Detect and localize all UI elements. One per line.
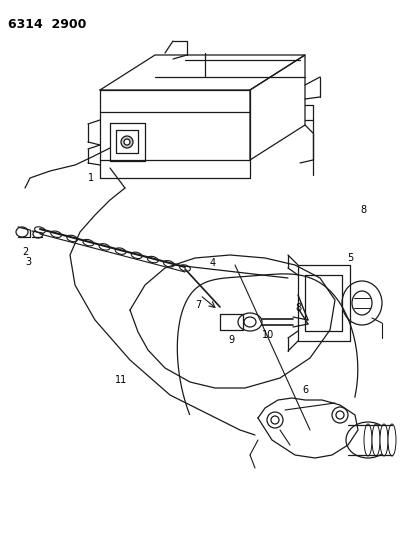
Text: 1: 1 [88,173,94,183]
Text: 9: 9 [228,335,234,345]
Text: 7: 7 [195,300,201,310]
Ellipse shape [342,281,382,325]
Ellipse shape [238,313,262,331]
Text: 10: 10 [262,330,274,340]
Text: 2: 2 [22,247,28,257]
Ellipse shape [380,424,388,456]
Ellipse shape [332,407,348,423]
Ellipse shape [336,411,344,419]
Ellipse shape [33,230,43,238]
Ellipse shape [83,239,94,246]
Ellipse shape [244,317,256,327]
Ellipse shape [51,231,62,237]
Ellipse shape [180,265,191,271]
Ellipse shape [164,261,174,267]
Ellipse shape [352,291,372,315]
Ellipse shape [267,412,283,428]
Ellipse shape [372,424,380,456]
Ellipse shape [346,422,390,458]
Ellipse shape [147,256,158,263]
Text: 3: 3 [25,257,31,267]
Ellipse shape [124,139,130,145]
Text: 8: 8 [360,205,366,215]
Ellipse shape [35,227,45,233]
Text: 11: 11 [115,375,127,385]
Text: 4: 4 [210,258,216,268]
Text: 6: 6 [302,385,308,395]
Ellipse shape [271,416,279,424]
Ellipse shape [16,227,28,237]
Ellipse shape [388,424,396,456]
Text: 5: 5 [347,253,353,263]
Ellipse shape [121,136,133,148]
Text: 8: 8 [295,303,301,313]
Ellipse shape [364,424,372,456]
Ellipse shape [131,252,142,259]
Ellipse shape [115,248,126,254]
Ellipse shape [99,244,110,250]
Ellipse shape [67,235,78,241]
Text: 6314  2900: 6314 2900 [8,18,86,31]
